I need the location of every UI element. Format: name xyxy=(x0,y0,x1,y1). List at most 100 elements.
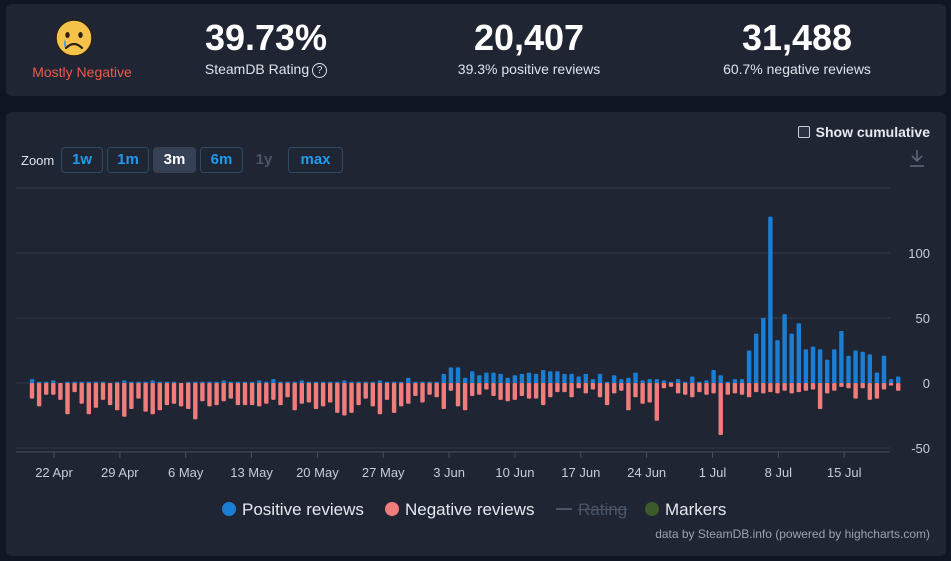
x-tick-label: 8 Jul xyxy=(765,465,793,480)
negative-review-bar xyxy=(555,383,560,393)
positive-review-bar xyxy=(391,381,397,383)
negative-review-bar xyxy=(370,383,375,407)
positive-percent-label: 39.3% positive reviews xyxy=(457,61,601,77)
negative-review-bar xyxy=(441,383,446,409)
positive-review-bar xyxy=(171,381,177,383)
positive-review-bar xyxy=(810,346,816,383)
download-icon[interactable] xyxy=(908,148,926,173)
negative-review-bar xyxy=(434,383,439,398)
y-tick-label: -50 xyxy=(911,441,930,456)
positive-review-bar xyxy=(434,381,439,383)
negative-review-bar xyxy=(590,383,596,390)
positive-review-bar xyxy=(668,381,674,383)
summary-panel: Mostly Negative 39.73% SteamDB Rating? 2… xyxy=(6,4,946,96)
zoom-1y-button: 1y xyxy=(255,151,273,168)
negative-review-bar xyxy=(271,383,276,400)
y-tick-label: 0 xyxy=(923,376,930,391)
positive-review-bar xyxy=(548,371,553,383)
negative-review-bar xyxy=(732,383,738,394)
positive-review-bar xyxy=(683,381,688,383)
negative-review-bar xyxy=(548,383,553,398)
negative-review-bar xyxy=(171,383,177,404)
negative-review-bar xyxy=(761,383,766,394)
negative-review-bar xyxy=(242,383,248,406)
y-tick-label: 50 xyxy=(916,311,930,326)
reviews-chart-panel: Show cumulative Zoom 1w 1m 3m 6m 1y max … xyxy=(6,112,946,556)
positive-review-bar xyxy=(157,381,162,383)
negative-review-bar xyxy=(640,383,645,404)
positive-review-bar xyxy=(370,381,375,383)
negative-review-bar xyxy=(150,383,155,415)
positive-review-bar xyxy=(335,381,340,383)
positive-review-bar xyxy=(832,349,837,383)
negative-review-bar xyxy=(491,383,496,396)
negative-review-bar xyxy=(697,383,702,393)
zoom-max-button[interactable]: max xyxy=(288,147,343,173)
negative-review-bar xyxy=(789,383,794,394)
positive-review-bar xyxy=(384,381,390,383)
positive-review-bar xyxy=(590,379,596,383)
positive-review-bar xyxy=(249,381,255,383)
legend-rating[interactable]: Rating xyxy=(556,500,627,520)
positive-review-bar xyxy=(86,381,91,383)
negative-review-bar xyxy=(810,383,816,390)
positive-review-bar xyxy=(562,373,567,383)
show-cumulative-toggle[interactable]: Show cumulative xyxy=(797,124,930,140)
question-circle-icon[interactable]: ? xyxy=(312,63,328,78)
positive-review-bar xyxy=(619,379,624,383)
negative-review-bar xyxy=(704,383,709,395)
positive-review-bar xyxy=(754,333,759,383)
positive-review-bar xyxy=(72,381,77,383)
chart-credit[interactable]: data by SteamDB.info (powered by highcha… xyxy=(655,527,930,541)
negative-review-bar xyxy=(746,383,752,398)
positive-review-bar xyxy=(746,350,752,383)
x-tick-label: 20 May xyxy=(296,465,339,480)
negative-review-bar xyxy=(455,383,461,407)
zoom-label: Zoom xyxy=(21,153,55,168)
positive-review-bar xyxy=(761,318,766,383)
rating-mood-label: Mostly Negative xyxy=(32,64,132,80)
legend-negative-reviews[interactable]: Negative reviews xyxy=(385,500,534,520)
negative-count: 31,488 xyxy=(741,17,853,58)
negative-review-bar xyxy=(754,383,759,393)
x-tick-label: 22 Apr xyxy=(35,465,73,480)
positive-review-bar xyxy=(377,380,383,383)
positive-review-bar xyxy=(704,380,709,383)
negative-review-bar xyxy=(328,383,333,403)
negative-review-bar xyxy=(675,383,681,394)
zoom-1w-button[interactable]: 1w xyxy=(61,147,103,173)
positive-review-bar xyxy=(36,381,42,383)
negative-review-bar xyxy=(533,383,539,399)
positive-review-bar xyxy=(455,367,461,383)
negative-review-bar xyxy=(356,383,361,406)
negative-review-bar xyxy=(29,383,35,399)
negative-review-bar xyxy=(825,383,830,394)
positive-review-bar xyxy=(228,381,233,383)
negative-review-bar xyxy=(58,383,63,400)
negative-review-bar xyxy=(349,383,354,413)
cumulative-checkbox[interactable] xyxy=(797,126,810,138)
zoom-1m-button[interactable]: 1m xyxy=(107,147,149,173)
negative-review-bar xyxy=(647,383,652,403)
positive-review-bar xyxy=(299,380,304,383)
negative-review-bar xyxy=(633,383,638,398)
negative-review-bar xyxy=(136,383,141,399)
sad-face-icon xyxy=(54,18,94,58)
negative-review-bar xyxy=(604,383,610,406)
zoom-3m-button[interactable]: 3m xyxy=(153,147,196,173)
positive-review-bar xyxy=(711,370,716,383)
x-tick-label: 10 Jun xyxy=(495,465,534,480)
legend-markers[interactable]: Markers xyxy=(645,500,726,520)
positive-review-bar xyxy=(200,381,205,383)
legend-positive-reviews[interactable]: Positive reviews xyxy=(222,500,364,520)
negative-review-bar xyxy=(299,383,304,404)
positive-review-bar xyxy=(839,331,844,383)
positive-review-bar xyxy=(888,379,894,383)
positive-review-bar xyxy=(541,370,546,383)
negative-review-bar xyxy=(725,383,730,395)
zoom-6m-button[interactable]: 6m xyxy=(200,147,243,173)
positive-review-bar xyxy=(690,376,695,383)
positive-review-bar xyxy=(739,379,745,383)
positive-review-bar xyxy=(320,381,326,383)
positive-review-bar xyxy=(874,372,880,383)
